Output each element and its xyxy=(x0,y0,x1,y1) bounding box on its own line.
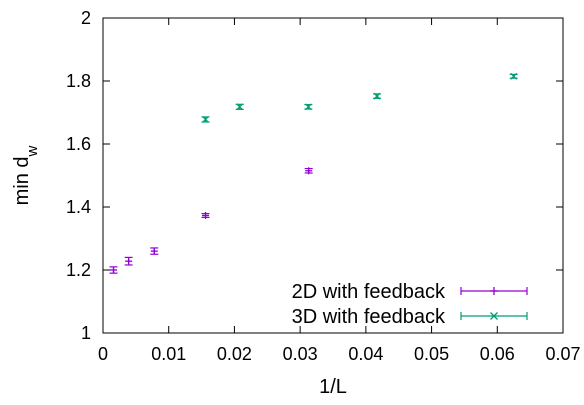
legend: 2D with feedback 3D with feedback xyxy=(292,281,528,328)
data-point xyxy=(125,257,133,265)
legend-entry: 3D with feedback xyxy=(292,306,528,328)
data-point xyxy=(510,72,518,80)
series-1 xyxy=(109,167,313,274)
legend-label: 2D with feedback xyxy=(292,281,446,303)
data-point xyxy=(202,115,209,123)
legend-symbol xyxy=(460,287,528,295)
data-point xyxy=(150,247,158,255)
legend-label: 3D with feedback xyxy=(292,306,446,328)
x-tick-label: 0.02 xyxy=(217,344,252,364)
series-2 xyxy=(201,72,518,123)
y-tick-label: 1.2 xyxy=(66,260,91,280)
y-axis-label-subscript: w xyxy=(24,145,41,157)
x-tick-label: 0.01 xyxy=(151,344,186,364)
data-point xyxy=(373,92,381,100)
y-tick-label: 1.4 xyxy=(66,197,91,217)
legend-symbol xyxy=(460,312,528,320)
y-axis-label: min dw xyxy=(11,145,41,205)
legend-marker xyxy=(490,287,498,295)
x-tick-label: 0.04 xyxy=(348,344,383,364)
y-tick-label: 1.8 xyxy=(66,71,91,91)
data-point xyxy=(304,103,312,111)
plot-frame xyxy=(102,17,564,334)
x-axis-label: 1/L xyxy=(319,376,347,398)
y-axis-label-main: min d xyxy=(11,156,33,205)
y-tick-label: 1 xyxy=(81,323,91,343)
data-point xyxy=(236,103,244,111)
data-point xyxy=(110,266,118,274)
x-tick-label: 0.06 xyxy=(480,344,515,364)
legend-entry: 2D with feedback xyxy=(292,281,528,303)
data-point xyxy=(202,212,210,220)
legend-marker xyxy=(490,312,498,320)
x-tick-label: 0.03 xyxy=(283,344,318,364)
y-tick-label: 2 xyxy=(81,8,91,28)
x-tick-label: 0.07 xyxy=(545,344,580,364)
x-tick-label: 0.05 xyxy=(414,344,449,364)
y-tick-label: 1.6 xyxy=(66,134,91,154)
x-tick-label: 0 xyxy=(98,344,108,364)
data-point xyxy=(305,167,313,175)
